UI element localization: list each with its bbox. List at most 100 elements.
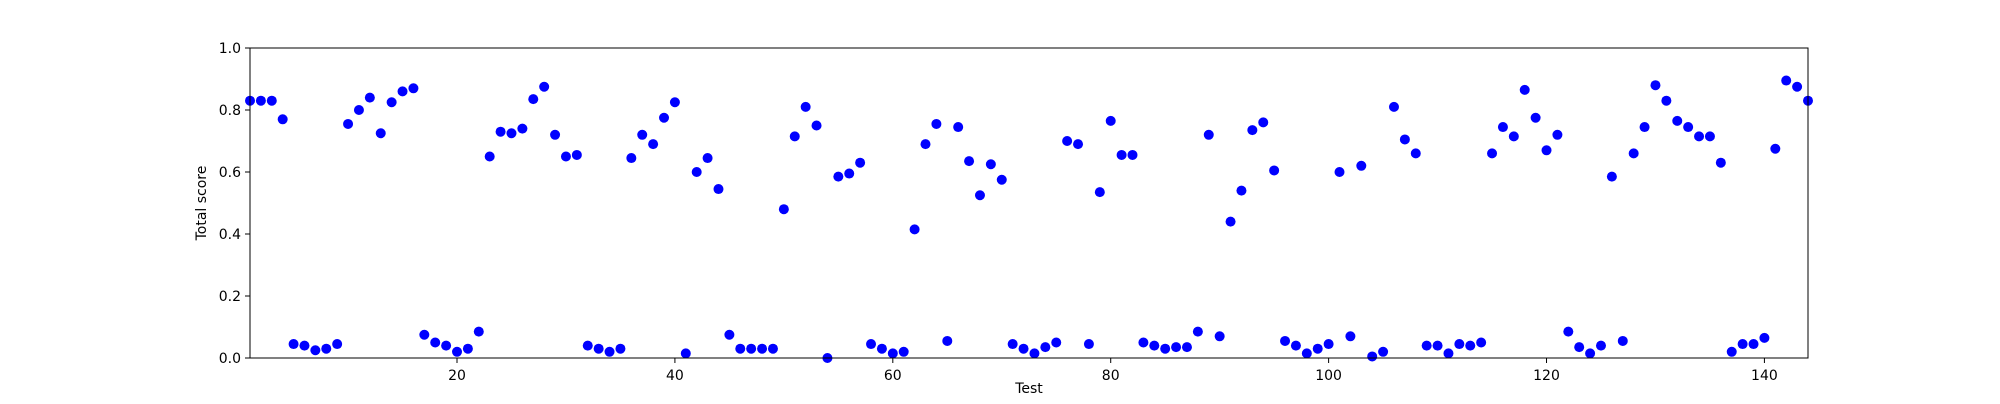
data-point (866, 339, 877, 350)
y-tick-label: 0.4 (219, 227, 241, 243)
data-point (1378, 346, 1389, 357)
data-point (1334, 167, 1345, 177)
data-point (1301, 348, 1312, 359)
data-point (724, 329, 735, 340)
data-point (1192, 326, 1203, 337)
data-point (1018, 343, 1029, 354)
data-point (1748, 339, 1759, 350)
data-point (1650, 80, 1661, 91)
data-point (364, 92, 375, 103)
data-point (1770, 143, 1781, 154)
data-point (441, 340, 452, 351)
data-point (1683, 122, 1694, 133)
data-point (506, 128, 517, 139)
data-point (484, 151, 495, 162)
data-point (702, 153, 713, 164)
data-point (1530, 112, 1541, 123)
ticks-layer: 20 40 60 80 100 120 140 0.0 0.2 0.4 0.6 0.8 1.0 (219, 41, 1778, 384)
data-point (1051, 337, 1062, 348)
data-point (1399, 134, 1410, 145)
data-point (528, 94, 539, 105)
data-point (1323, 339, 1334, 350)
data-point (1508, 131, 1519, 142)
data-point (1628, 148, 1639, 159)
data-point (1574, 342, 1585, 353)
data-point (266, 95, 277, 106)
data-point (1258, 117, 1269, 128)
data-point (1421, 340, 1432, 351)
data-point (452, 346, 463, 357)
data-point (1639, 122, 1650, 133)
data-point (1465, 340, 1476, 351)
data-point (789, 131, 800, 142)
data-point (1617, 335, 1628, 346)
data-point (855, 157, 866, 168)
data-point (735, 343, 746, 354)
data-point (1007, 339, 1018, 350)
data-point (321, 343, 332, 354)
data-point (1094, 187, 1105, 198)
data-point (909, 224, 920, 235)
x-axis-label: Test (1014, 381, 1043, 397)
data-point (1552, 129, 1563, 140)
x-tick-label: 20 (448, 368, 466, 384)
data-point (299, 340, 310, 351)
data-point (343, 118, 354, 129)
data-point (1073, 139, 1084, 150)
data-point (604, 346, 615, 357)
data-point (1737, 339, 1748, 350)
data-point (637, 129, 648, 140)
data-point (1694, 131, 1705, 142)
data-point (1672, 115, 1683, 126)
data-point (1792, 81, 1803, 92)
data-point (985, 159, 996, 170)
data-point (1171, 342, 1182, 353)
data-point (1203, 129, 1214, 140)
y-tick-label: 0.6 (219, 165, 241, 181)
data-point (1519, 84, 1530, 95)
data-point (1476, 337, 1487, 348)
data-point (1704, 131, 1715, 142)
data-point (1585, 348, 1596, 359)
data-point (332, 339, 343, 350)
data-point (419, 329, 430, 340)
data-point (1236, 185, 1247, 196)
data-point (1149, 340, 1160, 351)
data-point (1661, 95, 1672, 106)
data-point (1160, 343, 1171, 354)
data-point (767, 343, 778, 354)
data-point (1781, 75, 1792, 86)
y-tick-label: 0.2 (219, 289, 241, 305)
x-tick-label: 100 (1315, 368, 1342, 384)
data-point (659, 112, 670, 123)
data-point (1432, 340, 1443, 351)
data-point (1443, 348, 1454, 359)
data-point (1214, 331, 1225, 342)
data-point (920, 139, 931, 150)
data-point (953, 122, 964, 133)
y-axis-label: Total score (194, 166, 210, 242)
data-point (811, 120, 822, 131)
x-tick-label: 60 (884, 368, 902, 384)
y-tick-label: 1.0 (219, 41, 241, 57)
data-point (1726, 346, 1737, 357)
data-point (430, 337, 441, 348)
data-point (495, 126, 506, 137)
data-point (1312, 343, 1323, 354)
data-point (1225, 216, 1236, 227)
data-point (931, 118, 942, 129)
x-tick-label: 120 (1533, 368, 1560, 384)
data-point (1127, 149, 1138, 160)
data-point (1029, 348, 1040, 359)
data-point (691, 167, 702, 177)
data-point (1410, 148, 1421, 159)
data-point (375, 128, 386, 139)
data-point (626, 153, 637, 164)
points-layer (245, 75, 1813, 363)
data-point (648, 139, 659, 150)
data-point (1367, 351, 1378, 362)
data-point (550, 129, 561, 140)
data-point (582, 340, 593, 351)
data-point (1388, 101, 1399, 112)
